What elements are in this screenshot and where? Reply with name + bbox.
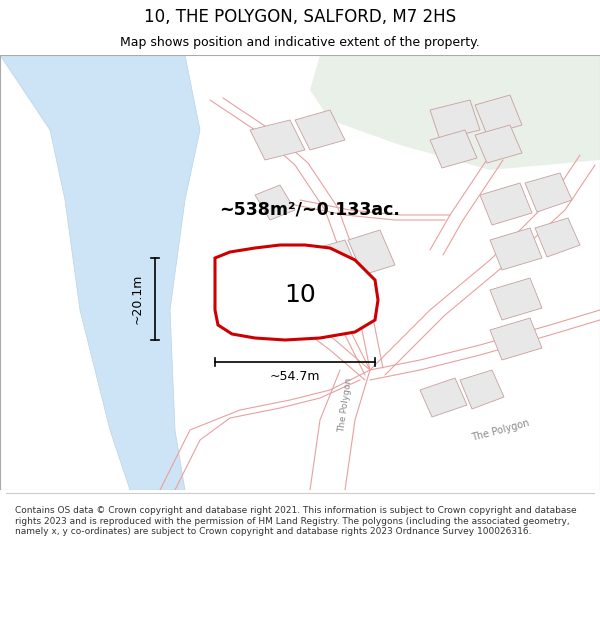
Polygon shape <box>310 55 600 170</box>
Polygon shape <box>215 245 378 340</box>
Polygon shape <box>250 120 305 160</box>
Polygon shape <box>490 228 542 270</box>
Text: ~20.1m: ~20.1m <box>131 274 143 324</box>
Polygon shape <box>490 318 542 360</box>
Text: The Polygon: The Polygon <box>337 377 353 433</box>
Polygon shape <box>480 183 532 225</box>
Polygon shape <box>490 278 542 320</box>
Polygon shape <box>348 230 395 275</box>
Polygon shape <box>460 370 504 409</box>
Polygon shape <box>255 185 295 220</box>
Polygon shape <box>310 240 360 285</box>
Text: ~538m²/~0.133ac.: ~538m²/~0.133ac. <box>220 201 400 219</box>
Polygon shape <box>430 130 477 168</box>
Polygon shape <box>420 378 467 417</box>
Text: ~54.7m: ~54.7m <box>270 369 320 382</box>
Text: The Polygon: The Polygon <box>470 418 530 442</box>
Polygon shape <box>535 218 580 257</box>
Polygon shape <box>475 95 522 135</box>
Text: Map shows position and indicative extent of the property.: Map shows position and indicative extent… <box>120 36 480 49</box>
Polygon shape <box>295 110 345 150</box>
Polygon shape <box>475 125 522 163</box>
Text: Contains OS data © Crown copyright and database right 2021. This information is : Contains OS data © Crown copyright and d… <box>15 506 577 536</box>
Text: 10, THE POLYGON, SALFORD, M7 2HS: 10, THE POLYGON, SALFORD, M7 2HS <box>144 8 456 26</box>
Text: 10: 10 <box>284 283 316 307</box>
Polygon shape <box>525 173 572 212</box>
Polygon shape <box>430 100 480 140</box>
Polygon shape <box>0 55 200 490</box>
